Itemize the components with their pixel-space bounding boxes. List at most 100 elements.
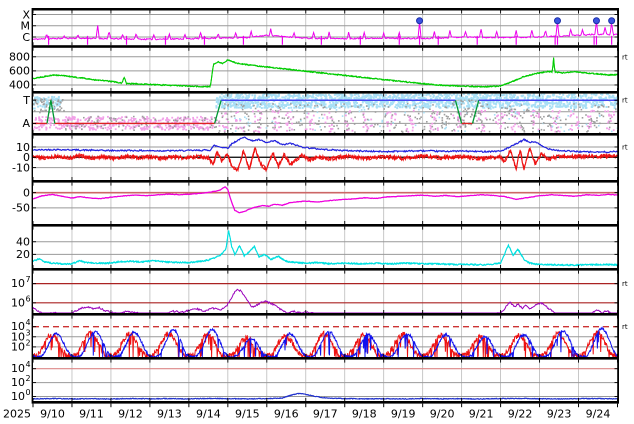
panel-separator bbox=[32, 45, 620, 48]
scatter-cloud bbox=[33, 98, 65, 114]
x-axis-date-label: 9/10 bbox=[40, 408, 65, 421]
panel-high-energy-flux: 10 710 6rt bbox=[11, 270, 628, 314]
y-axis-label: 10 bbox=[11, 330, 25, 343]
y-axis-label: C bbox=[22, 31, 30, 44]
panel-separator bbox=[32, 313, 620, 316]
x-axis-year-label: 2025 bbox=[3, 408, 31, 421]
series-line bbox=[33, 186, 618, 214]
x-axis-date-label: 9/17 bbox=[313, 408, 338, 421]
series-line bbox=[33, 20, 618, 41]
scatter-cloud bbox=[218, 109, 615, 133]
y-axis-label-exponent: 7 bbox=[26, 275, 31, 284]
x-axis-date-label: 9/23 bbox=[547, 408, 572, 421]
y-axis-label: 10 bbox=[11, 296, 25, 309]
panel-separator bbox=[32, 357, 620, 360]
flare-event-marker bbox=[416, 17, 424, 25]
series-line bbox=[33, 288, 618, 314]
y-axis-label: 10 bbox=[11, 362, 25, 375]
panel-data-alert-status bbox=[33, 93, 618, 133]
scatter-cloud bbox=[215, 93, 618, 110]
realtime-flag-label: rt bbox=[622, 143, 628, 151]
y-axis-label: 10 bbox=[11, 390, 25, 403]
panel-data-magnetic-field bbox=[33, 135, 618, 180]
realtime-flag-label: rt bbox=[622, 323, 628, 331]
panel-separator bbox=[32, 8, 620, 11]
panel-separator bbox=[32, 180, 620, 183]
series-line bbox=[33, 326, 618, 358]
panel-data-electron-flux bbox=[33, 315, 618, 358]
panel-separator bbox=[32, 91, 620, 94]
panel-dst-index: 0-50 bbox=[12, 182, 618, 224]
series-line bbox=[471, 100, 480, 124]
panel-xray-flux: XMC bbox=[21, 8, 618, 46]
x-axis-date-label: 9/13 bbox=[157, 408, 182, 421]
panel-separator bbox=[32, 401, 620, 404]
x-axis-date-label: 9/20 bbox=[430, 408, 455, 421]
y-axis-label-exponent: 2 bbox=[26, 338, 31, 347]
x-axis-date-label: 9/21 bbox=[469, 408, 494, 421]
series-line bbox=[33, 136, 618, 154]
panel-data-proton-flux bbox=[33, 359, 618, 401]
x-axis-date-label: 9/14 bbox=[196, 408, 221, 421]
y-axis-label: 20 bbox=[16, 248, 30, 261]
series-line bbox=[33, 230, 618, 267]
y-axis-label: 400 bbox=[9, 79, 30, 92]
y-axis-label: 10 bbox=[11, 340, 25, 353]
y-axis-label-exponent: 4 bbox=[26, 318, 31, 327]
x-axis-date-label: 9/24 bbox=[586, 408, 611, 421]
x-axis-date-label: 9/11 bbox=[79, 408, 104, 421]
y-axis-label: M bbox=[21, 20, 31, 33]
y-axis-label: 10 bbox=[11, 376, 25, 389]
y-axis-label-exponent: 3 bbox=[26, 328, 31, 337]
panel-data-dst-index bbox=[33, 182, 618, 224]
series-line bbox=[33, 146, 618, 173]
panel-data-solar-wind-speed bbox=[33, 47, 618, 91]
realtime-flag-label: rt bbox=[622, 53, 628, 61]
flare-event-marker bbox=[553, 17, 561, 25]
frame-right bbox=[617, 8, 619, 404]
y-axis-label: 10 bbox=[11, 277, 25, 290]
y-axis-label: 0 bbox=[23, 151, 30, 164]
scatter-cloud bbox=[215, 102, 618, 133]
x-axis-date-label: 9/15 bbox=[235, 408, 260, 421]
x-axis-date-label: 9/22 bbox=[508, 408, 533, 421]
y-axis-label: X bbox=[22, 8, 30, 21]
y-axis-label: T bbox=[22, 94, 30, 107]
panel-separator bbox=[32, 268, 620, 271]
x-axis-date-label: 9/19 bbox=[391, 408, 416, 421]
y-axis-label-exponent: 0 bbox=[26, 388, 31, 397]
y-axis-label: 600 bbox=[9, 65, 30, 78]
panel-separator bbox=[32, 133, 620, 136]
panel-data-high-energy-flux bbox=[33, 270, 618, 314]
y-axis-label: 10 bbox=[16, 141, 30, 154]
x-axis-date-label: 9/12 bbox=[118, 408, 143, 421]
panel-magnetic-field: 100-10 rt bbox=[12, 135, 628, 180]
y-axis-label: -10 bbox=[12, 161, 30, 174]
series-line bbox=[33, 58, 618, 89]
series-line bbox=[454, 100, 463, 124]
series-line bbox=[33, 230, 618, 267]
series-line bbox=[33, 392, 618, 400]
scatter-cloud bbox=[33, 115, 217, 131]
panel-data-density bbox=[33, 226, 618, 268]
series-line bbox=[213, 100, 222, 124]
x-axis-date-label: 9/16 bbox=[274, 408, 299, 421]
y-axis-label: 0 bbox=[23, 186, 30, 199]
series-line bbox=[46, 100, 56, 124]
y-axis-label-exponent: 2 bbox=[26, 374, 31, 383]
y-axis-label-exponent: 4 bbox=[26, 360, 31, 369]
panel-separator bbox=[32, 224, 620, 227]
y-axis-label: -50 bbox=[12, 202, 30, 215]
y-axis-label: 10 bbox=[11, 320, 25, 333]
x-axis-date-label: 9/18 bbox=[352, 408, 377, 421]
y-axis-label: 40 bbox=[16, 236, 30, 249]
y-axis-label: A bbox=[22, 117, 30, 130]
panel-data-xray-flux bbox=[33, 10, 618, 46]
